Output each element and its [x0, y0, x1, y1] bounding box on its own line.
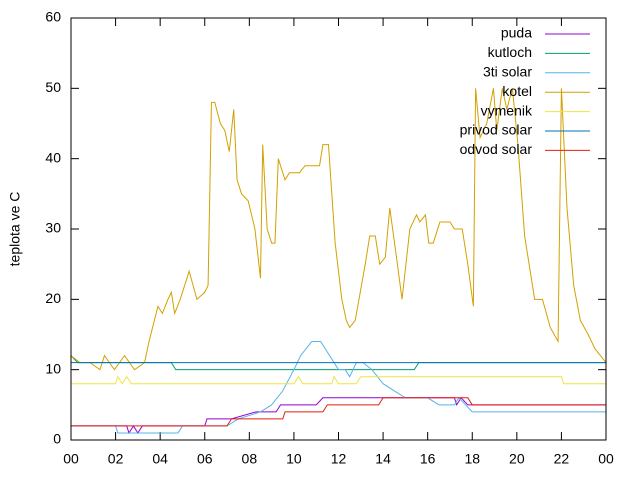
x-tick-label: 22	[554, 451, 570, 467]
legend-label: kotel	[502, 83, 532, 99]
x-tick-label: 06	[197, 451, 213, 467]
x-tick-label: 00	[63, 451, 79, 467]
y-tick-label: 0	[53, 431, 61, 447]
x-tick-label: 02	[108, 451, 124, 467]
x-tick-label: 14	[375, 451, 391, 467]
legend-label: odvod solar	[460, 141, 533, 157]
plot-border	[70, 17, 607, 441]
legend-label: kutloch	[488, 44, 532, 60]
x-tick-label: 18	[464, 451, 480, 467]
legend-label: vymenik	[481, 102, 533, 118]
x-tick-label: 20	[509, 451, 525, 467]
x-tick-label: 10	[286, 451, 302, 467]
series-line	[71, 397, 606, 427]
legend-label: 3ti solar	[483, 64, 532, 80]
y-tick-label: 10	[45, 360, 61, 376]
y-tick-label: 40	[45, 149, 61, 165]
y-tick-label: 20	[45, 290, 61, 306]
y-tick-label: 50	[45, 79, 61, 95]
x-tick-label: 12	[331, 451, 347, 467]
legend-label: privod solar	[460, 122, 533, 138]
series-line	[71, 375, 606, 385]
y-axis-label: teplota ve C	[7, 192, 23, 267]
legend-label: puda	[501, 25, 532, 41]
y-tick-label: 60	[45, 9, 61, 25]
x-tick-label: 04	[152, 451, 168, 467]
y-tick-label: 30	[45, 220, 61, 236]
x-tick-label: 16	[420, 451, 436, 467]
series-line	[70, 88, 607, 371]
x-tick-label: 00	[598, 451, 614, 467]
x-tick-label: 08	[242, 451, 258, 467]
